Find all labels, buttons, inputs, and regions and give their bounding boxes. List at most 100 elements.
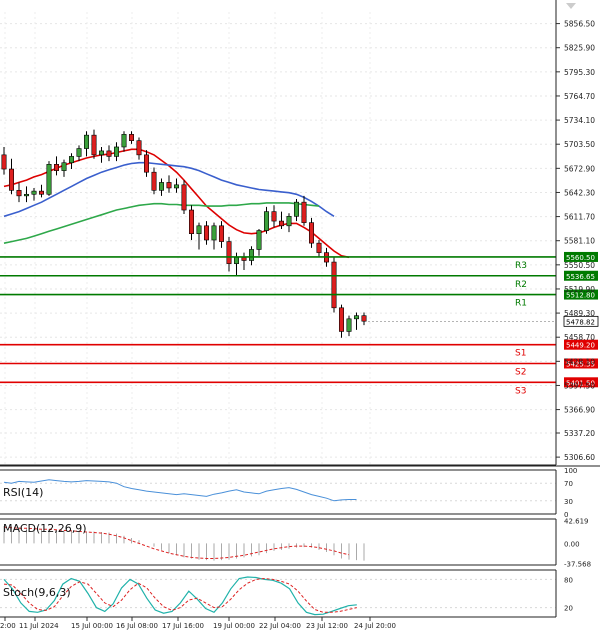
bearish-candle [226,241,232,264]
bullish-candle [353,315,359,320]
price-tick-label: 5703.50 [564,140,595,149]
moving-average-line-3 [3,202,320,244]
price-tick-label: 5366.90 [564,406,595,415]
bearish-candle [241,257,247,261]
bullish-candle [46,164,52,195]
main-panel-grid [0,12,556,465]
bullish-candle [69,156,75,164]
price-tick-label: 5397.50 [564,381,595,390]
bullish-candle [211,225,217,241]
bearish-candle [106,150,112,157]
bearish-candle [91,134,97,156]
bullish-candle [114,146,120,157]
price-axis: 5856.50 5825.90 5795.30 5764.70 5734.10 5703.… [556,20,595,462]
scroll-arrow-icon [566,3,576,9]
time-tick-label: 16 Jul 08:00 [116,622,158,630]
panel-frames [0,0,600,618]
bullish-candle [99,150,105,156]
stochastic-panel: 80 20 Stoch(9,6,3) [0,576,573,616]
level-name-r1: R1 [515,299,527,309]
time-tick-label: 23 Jul 12:00 [306,622,348,630]
price-tick-label: 5611.70 [564,213,595,222]
price-tick-label: 5642.30 [564,188,595,197]
candlestick-series [1,129,367,338]
level-price-tag [564,358,598,369]
bearish-candle [1,154,7,170]
level-name-r2: R2 [515,280,527,290]
price-tick-label: 5306.60 [564,453,595,462]
bearish-candle [316,242,322,253]
stoch-k-line [3,576,357,616]
bullish-candle [346,318,352,332]
moving-average-line-2 [3,161,335,218]
level-price-tag [564,251,598,262]
level-name-r3: R3 [515,261,527,271]
time-tick-label: 17 Jul 16:00 [162,622,204,630]
macd-panel: 42.619 0.00 -37.568 MACD(12,26,9) [3,517,591,568]
bearish-candle [136,140,142,156]
bearish-candle [151,171,157,191]
time-axis: 2:00 11 Jul 2024 15 Jul 00:00 16 Jul 08:00 1… [0,617,396,630]
current-price-label: 5478.82 [566,318,595,326]
macd-title: MACD(12,26,9) [3,522,87,535]
time-tick-label: 24 Jul 20:00 [354,622,396,630]
bearish-candle [361,315,367,322]
price-tick-label: 5764.70 [564,92,595,101]
price-tick-label: 5856.50 [564,20,595,29]
bearish-candle [144,154,150,173]
time-tick-label: 15 Jul 00:00 [71,622,113,630]
bullish-candle [234,257,240,264]
price-tick-label: 5519.90 [564,285,595,294]
level-price-label: 5536.65 [566,273,595,281]
bullish-candle [159,182,165,191]
time-tick-label: 22 Jul 04:00 [259,622,301,630]
macd-signal-line [3,526,350,559]
price-tick-label: 5489.30 [564,309,595,318]
bearish-candle [53,164,59,171]
level-price-tag [564,377,598,388]
bullish-candle [84,134,90,149]
level-price-tag [564,270,598,281]
bullish-candle [256,230,262,250]
stoch-tick-label: 80 [564,576,573,584]
bullish-candle [31,190,37,195]
bearish-candle [301,201,307,223]
level-name-s1: S1 [515,349,526,359]
level-name-s2: S2 [515,367,526,377]
bearish-candle [181,184,187,211]
pivot-levels: R3 5560.50 R2 5536.65 R1 5512.80 S1 5449.20 S2 54… [0,251,599,396]
macd-tick-label: 0.00 [564,540,580,548]
stoch-d-line [3,577,357,613]
bullish-candle [286,216,292,227]
bearish-candle [338,307,344,332]
bullish-candle [196,225,202,234]
bullish-candle [61,162,67,171]
bearish-candle [38,190,44,195]
bullish-candle [174,184,180,189]
bearish-candle [16,190,22,197]
price-tick-label: 5458.70 [564,333,595,342]
level-price-label: 5512.80 [566,292,595,300]
bearish-candle [219,225,225,242]
rsi-title: RSI(14) [3,486,43,499]
time-tick-label: 19 Jul 00:00 [213,622,255,630]
bearish-candle [166,182,172,189]
bearish-candle [9,168,15,191]
bullish-candle [263,211,269,231]
price-tick-label: 5734.10 [564,116,595,125]
bullish-candle [76,148,82,157]
level-price-tag [564,339,598,350]
stoch-tick-label: 20 [564,605,573,613]
level-price-label: 5449.20 [566,342,595,350]
bearish-candle [129,134,135,141]
level-name-s3: S3 [515,386,526,396]
bearish-candle [189,209,195,234]
level-price-label: 5425.35 [566,360,595,368]
price-tick-label: 5825.90 [564,44,595,53]
price-tick-label: 5337.20 [564,429,595,438]
price-tick-label: 5581.10 [564,237,595,246]
macd-tick-label: 42.619 [564,517,589,525]
bullish-candle [121,134,127,148]
price-tick-label: 5550.50 [564,261,595,270]
